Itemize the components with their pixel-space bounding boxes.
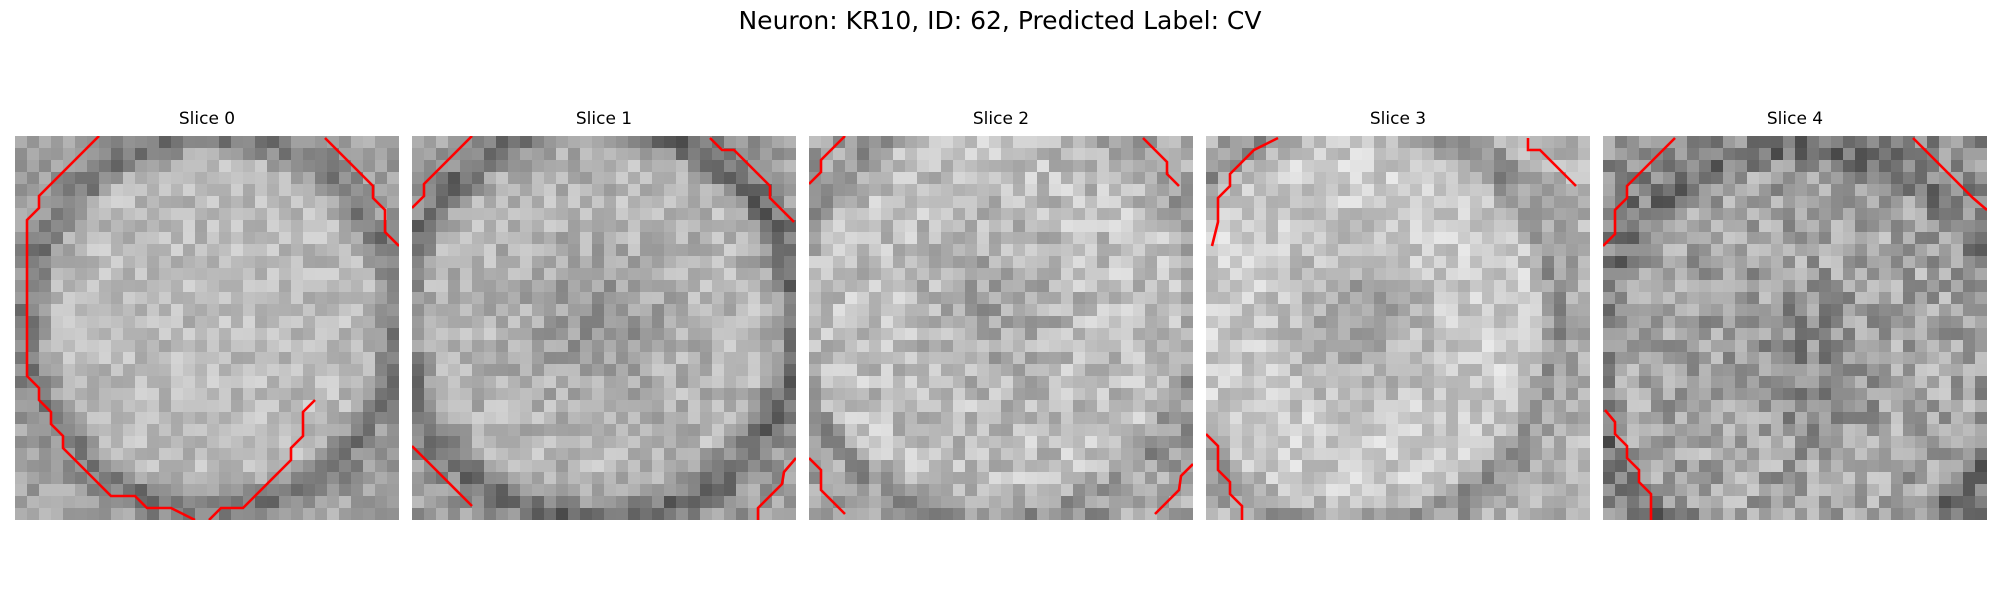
slice-title: Slice 3 <box>1369 109 1427 129</box>
contour-line <box>324 137 399 247</box>
slice-image <box>809 136 1193 520</box>
contour-line <box>1526 138 1577 187</box>
slice-panel-2: Slice 2 <box>809 108 1193 520</box>
contour-line <box>25 136 196 520</box>
slice-image-frame <box>1206 136 1590 520</box>
slice-title: Slice 2 <box>972 109 1030 129</box>
contour-line <box>1604 409 1653 520</box>
slice-title: Slice 1 <box>575 109 633 129</box>
contour-line <box>412 445 473 507</box>
contour-line <box>809 457 846 515</box>
slice-image-frame <box>412 136 796 520</box>
contour-line <box>1603 137 1676 247</box>
slice-title: Slice 4 <box>1766 109 1824 129</box>
contour-line <box>756 457 796 520</box>
contour-line <box>208 399 316 520</box>
contour-line <box>1912 137 1987 211</box>
contour-overlay <box>1206 136 1577 520</box>
slice-title: Slice 0 <box>178 109 236 129</box>
slice-image <box>412 136 796 520</box>
slice-image-frame <box>15 136 399 520</box>
slice-image <box>1206 136 1590 520</box>
slice-panel-1: Slice 1 <box>412 108 796 520</box>
slice-image <box>15 136 399 520</box>
slice-image-frame <box>809 136 1193 520</box>
slice-panel-3: Slice 3 <box>1206 108 1590 520</box>
slice-panel-0: Slice 0 <box>15 108 399 520</box>
slice-image <box>1603 136 1987 520</box>
contour-line <box>1206 433 1244 520</box>
contour-overlay <box>1603 137 1987 520</box>
contour-line <box>709 137 795 223</box>
figure-title: Neuron: KR10, ID: 62, Predicted Label: C… <box>738 6 1262 35</box>
contour-line <box>1210 136 1279 247</box>
contour-line <box>1154 463 1193 515</box>
contour-overlay <box>809 136 1193 515</box>
contour-overlay <box>412 136 796 520</box>
slice-panel-4: Slice 4 <box>1603 108 1987 520</box>
contour-line <box>1142 137 1180 187</box>
contour-line <box>809 136 846 185</box>
contour-line <box>412 136 473 209</box>
slice-image-frame <box>1603 136 1987 520</box>
contour-overlay <box>25 136 399 520</box>
